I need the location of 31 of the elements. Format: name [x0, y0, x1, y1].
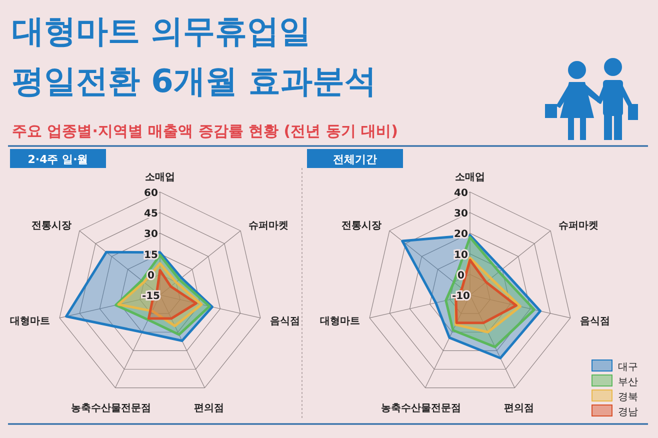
legend-label: 경북 [618, 392, 638, 403]
y-tick-label: 60 [144, 188, 158, 199]
legend-label: 부산 [618, 377, 638, 388]
spoke-label: 소매업 [145, 172, 175, 183]
chart-title: 2·4주 일·월 [28, 153, 88, 166]
text: 주요 업종별·지역별 매출액 증감률 현황 (전년 동기 대비) [12, 122, 398, 140]
y-tick-label: 45 [144, 208, 158, 220]
spoke-label: 슈퍼마켓 [558, 220, 598, 232]
legend-label: 경남 [618, 407, 638, 418]
y-tick-label: 30 [144, 229, 158, 240]
spoke-label: 대형마트 [320, 316, 360, 328]
spoke-label: 편의점 [194, 402, 224, 414]
spoke-label: 농축수산물전문점 [70, 402, 151, 414]
spoke-label: 음식점 [580, 316, 610, 328]
spoke-label: 음식점 [270, 316, 300, 328]
chart-title: 전체기간 [333, 153, 377, 166]
y-tick-label: -10 [452, 291, 470, 302]
spoke-label: 전통시장 [342, 220, 382, 232]
y-tick-label: 30 [454, 208, 468, 220]
spoke-label: 편의점 [504, 402, 534, 414]
text: 대형마트 의무휴업일 [12, 12, 312, 50]
spoke-label: 대형마트 [10, 316, 50, 328]
y-tick-label: 40 [454, 188, 468, 199]
spoke-label: 슈퍼마켓 [248, 220, 288, 232]
legend-label: 대구 [618, 362, 638, 373]
spoke-label: 전통시장 [32, 220, 72, 232]
spoke-label: 농축수산물전문점 [380, 402, 461, 414]
spoke-label: 소매업 [455, 172, 485, 183]
text: 평일전환 6개월 효과분석 [12, 62, 377, 100]
y-tick-label: 0 [148, 270, 155, 282]
y-tick-label: 0 [458, 270, 465, 282]
